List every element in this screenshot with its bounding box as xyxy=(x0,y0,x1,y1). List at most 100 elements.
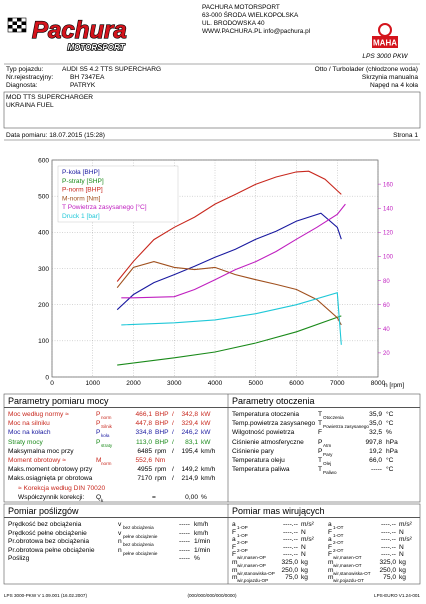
row-value: 334,8 xyxy=(135,429,152,437)
row-value: 4955 xyxy=(137,466,152,474)
series-line xyxy=(121,291,342,345)
field-label: Typ pojazdu: xyxy=(6,66,44,73)
row-label: Wilgotność powietrza xyxy=(232,429,295,437)
row-value: ----.-- xyxy=(380,543,396,551)
legend-entry: M-norm [Nm] xyxy=(62,195,101,202)
series-line xyxy=(116,261,342,326)
row-value: 83,1 xyxy=(185,438,198,446)
row-value: kg xyxy=(301,574,308,582)
symbol-sub: Powietrza zasysanego xyxy=(323,424,369,430)
x-axis-label: n [rpm] xyxy=(384,382,404,389)
row-value: °C xyxy=(386,411,394,418)
row-value: N xyxy=(399,528,404,536)
y2-tick-label: 80 xyxy=(383,279,390,285)
row-value: P xyxy=(96,411,101,418)
x-tick-label: 5000 xyxy=(249,380,264,387)
row-value: 342,8 xyxy=(181,411,198,418)
symbol-sub: wir,pojazdu-OT xyxy=(333,578,364,584)
y-tick-label: 600 xyxy=(38,157,49,164)
x-tick-label: 2000 xyxy=(126,380,141,387)
page-number: Strona 1 xyxy=(393,132,418,139)
row-label: ≈ Korekcja według DIN 70020 xyxy=(18,484,106,492)
field-value: AUDI S5 4.2 TTS SUPERCHARG xyxy=(62,66,162,73)
x-tick-label: 7000 xyxy=(330,380,345,387)
row-value: a xyxy=(328,521,332,528)
row-value: 325,0 xyxy=(379,559,396,566)
row-value: 466,1 xyxy=(135,411,152,418)
row-label: Ciśnienie pary xyxy=(232,447,274,455)
row-value: F xyxy=(328,543,333,551)
row-value: F xyxy=(232,543,237,551)
row-value: 250,0 xyxy=(281,566,298,574)
series-line xyxy=(116,212,342,311)
row-value: km/h xyxy=(201,475,216,483)
row-value: ----- xyxy=(179,555,190,563)
row-label: Moc według normy ≈ xyxy=(8,411,69,418)
x-tick-label: 3000 xyxy=(167,380,182,387)
y2-tick-label: 160 xyxy=(383,182,394,188)
symbol-sub: Olej xyxy=(323,461,332,466)
row-value: ----.-- xyxy=(380,536,396,544)
symbol-sub: wir,stanowiska-OP xyxy=(237,570,275,576)
row-value: m/s² xyxy=(399,536,412,544)
row-label: Prędkość bez obciążenia xyxy=(8,521,82,528)
legend-entry: P-norm [BHP] xyxy=(62,187,103,194)
y-tick-label: 100 xyxy=(38,338,49,345)
row-value: rpm xyxy=(155,475,167,483)
legend-entry: P-straty [SHP] xyxy=(62,178,104,185)
logo-sub: MOTORSPORT xyxy=(67,43,125,52)
company-line: UL. BRODOWSKA 40 xyxy=(202,20,265,27)
row-value: 66,0 xyxy=(369,457,382,464)
chart: 0 1000 2000 3000 4000 5000 6000 7000 8000 0 100 200… xyxy=(38,157,404,389)
row-value: / xyxy=(172,429,174,437)
row-value: m xyxy=(328,566,334,574)
row-value: hPa xyxy=(386,438,398,446)
y-tick-label: 0 xyxy=(45,374,49,381)
field-label: Nr.rejestracyjny: xyxy=(6,74,54,81)
row-label: Prędkość pełne obciążenie xyxy=(8,529,87,537)
row-value: v xyxy=(118,521,122,528)
row-value: ----- xyxy=(371,466,382,474)
field-value: PATRYK xyxy=(70,82,96,89)
symbol-sub: wir,masen-OP xyxy=(237,563,266,568)
y-tick-label: 400 xyxy=(38,230,49,237)
row-value: 149,2 xyxy=(181,466,198,474)
row-label: Poślizg xyxy=(8,555,30,563)
row-value: 246,2 xyxy=(181,429,198,437)
row-value: ----.-- xyxy=(282,528,298,536)
row-value: m/s² xyxy=(399,521,412,528)
y-tick-label: 300 xyxy=(38,266,49,273)
vehicle-spec: Skrzynia manualna xyxy=(361,74,418,81)
symbol-sub: 1-OT xyxy=(333,532,344,538)
symbol-sub: 2-OT xyxy=(333,547,344,553)
row-label: Temp.powietrza zasysanego xyxy=(232,420,316,428)
row-value: T xyxy=(318,420,323,428)
y2-tick-label: 60 xyxy=(383,303,390,309)
symbol-sub: 2-OP xyxy=(237,547,248,553)
vehicle-spec: Otto / Turbolader (chłodzone woda) xyxy=(314,66,418,73)
row-value: BHP xyxy=(155,411,169,418)
row-label: Pr.obrotowa pełne obciążenie xyxy=(8,546,95,554)
row-label: Współczynnik korekcji: xyxy=(18,493,85,501)
row-value: m xyxy=(232,574,238,582)
row-value: Q xyxy=(96,493,102,501)
row-label: Maks.moment obrotowy przy xyxy=(8,466,93,474)
row-value: km/h xyxy=(194,521,209,528)
row-value: ----.-- xyxy=(282,551,298,559)
symbol-sub: wir,masen-OP xyxy=(237,555,266,561)
row-value: kW xyxy=(201,411,211,418)
row-value: Nm xyxy=(155,457,166,464)
symbol-sub: norm xyxy=(101,415,112,420)
symbol-sub: 1-OP xyxy=(237,525,248,530)
row-value: ----- xyxy=(179,529,190,537)
row-value: / xyxy=(172,475,174,483)
legend-box xyxy=(57,165,179,223)
x-tick-label: 8000 xyxy=(371,380,386,387)
row-value: ----.-- xyxy=(282,521,298,528)
row-value: kW xyxy=(201,420,211,428)
row-value: n xyxy=(118,538,122,546)
row-value: ----.-- xyxy=(380,521,396,528)
row-value: % xyxy=(201,493,207,501)
row-value: N xyxy=(301,528,306,536)
